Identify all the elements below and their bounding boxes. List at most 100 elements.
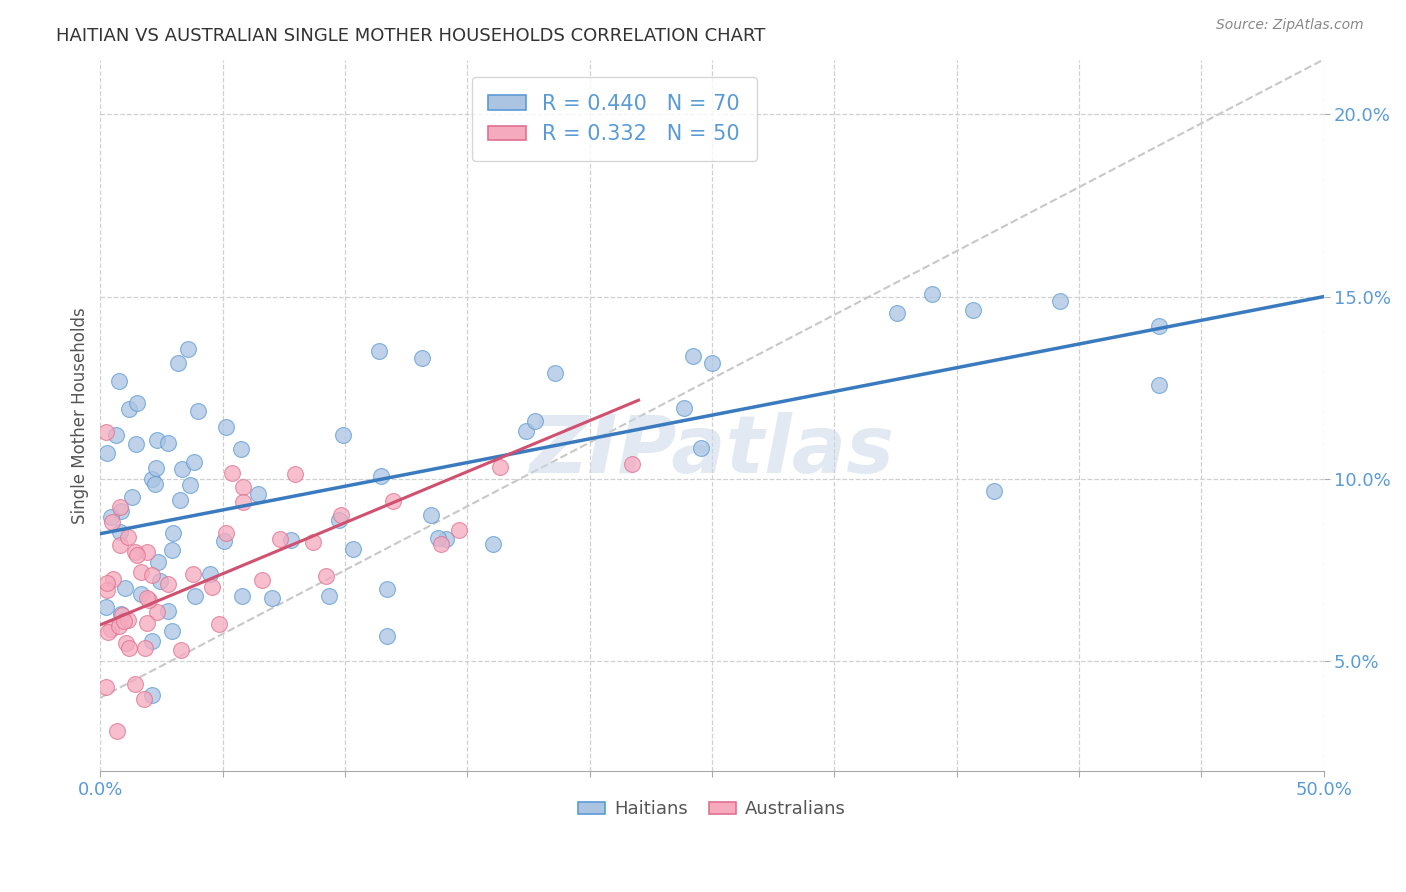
Point xyxy=(181,567,204,582)
Point xyxy=(187,404,209,418)
Text: Source: ZipAtlas.com: Source: ZipAtlas.com xyxy=(1216,18,1364,32)
Point xyxy=(690,442,713,456)
Point xyxy=(96,576,118,591)
Point xyxy=(96,445,118,459)
Point xyxy=(184,589,207,603)
Point xyxy=(250,574,273,588)
Point xyxy=(201,581,224,595)
Point xyxy=(129,565,152,579)
Point xyxy=(94,599,117,614)
Point xyxy=(149,574,172,588)
Point xyxy=(543,366,565,380)
Point xyxy=(125,396,148,410)
Point xyxy=(162,525,184,540)
Point xyxy=(138,592,160,607)
Point xyxy=(134,641,156,656)
Point xyxy=(426,531,449,545)
Point xyxy=(134,691,156,706)
Point xyxy=(262,591,284,606)
Point xyxy=(162,624,184,638)
Point xyxy=(110,607,132,621)
Point xyxy=(489,459,512,474)
Point xyxy=(269,532,291,546)
Point xyxy=(94,425,117,439)
Point xyxy=(157,436,180,450)
Point xyxy=(145,461,167,475)
Point xyxy=(328,513,350,527)
Point xyxy=(105,724,128,739)
Point xyxy=(108,500,131,514)
Point xyxy=(208,616,231,631)
Point xyxy=(118,402,141,417)
Point xyxy=(96,681,118,695)
Point xyxy=(232,480,254,494)
Point xyxy=(121,490,143,504)
Point xyxy=(381,494,404,508)
Point xyxy=(962,303,984,318)
Point xyxy=(215,525,238,540)
Point xyxy=(135,591,157,606)
Point xyxy=(124,677,146,691)
Point xyxy=(117,613,139,627)
Point xyxy=(108,525,131,540)
Point xyxy=(329,508,352,522)
Point xyxy=(97,624,120,639)
Point xyxy=(482,537,505,551)
Point xyxy=(375,629,398,643)
Point xyxy=(682,349,704,363)
Point xyxy=(247,487,270,501)
Point xyxy=(214,534,236,549)
Point xyxy=(100,516,122,530)
Point xyxy=(375,582,398,597)
Point xyxy=(280,533,302,547)
Point xyxy=(700,356,723,370)
Point xyxy=(368,343,391,358)
Point xyxy=(157,605,180,619)
Point xyxy=(1149,319,1171,334)
Point xyxy=(169,493,191,508)
Point xyxy=(129,587,152,601)
Point xyxy=(370,468,392,483)
Point xyxy=(141,472,163,486)
Point xyxy=(127,548,149,562)
Point xyxy=(143,477,166,491)
Point xyxy=(332,428,354,442)
Point xyxy=(179,478,201,492)
Point xyxy=(118,641,141,656)
Point xyxy=(183,455,205,469)
Point xyxy=(215,420,238,434)
Point xyxy=(125,436,148,450)
Point xyxy=(117,530,139,544)
Point xyxy=(96,582,118,597)
Point xyxy=(145,605,167,619)
Point xyxy=(108,538,131,552)
Point xyxy=(112,614,135,628)
Point xyxy=(104,428,127,442)
Point xyxy=(515,424,537,438)
Point xyxy=(177,343,200,357)
Point xyxy=(111,607,134,622)
Point xyxy=(101,572,124,586)
Point xyxy=(1149,378,1171,392)
Point xyxy=(447,523,470,537)
Point xyxy=(342,542,364,557)
Point xyxy=(420,508,443,523)
Point xyxy=(621,457,644,471)
Point xyxy=(886,305,908,319)
Point xyxy=(146,434,169,448)
Point xyxy=(115,636,138,650)
Point xyxy=(430,536,453,550)
Point xyxy=(672,401,695,415)
Point xyxy=(114,582,136,596)
Point xyxy=(231,589,253,603)
Point xyxy=(232,495,254,509)
Point xyxy=(315,569,337,583)
Point xyxy=(110,504,132,518)
Point xyxy=(160,543,183,558)
Point xyxy=(136,545,159,559)
Point xyxy=(146,555,169,569)
Text: ZIPatlas: ZIPatlas xyxy=(530,412,894,490)
Point xyxy=(198,567,221,582)
Point xyxy=(135,616,157,631)
Point xyxy=(983,483,1005,498)
